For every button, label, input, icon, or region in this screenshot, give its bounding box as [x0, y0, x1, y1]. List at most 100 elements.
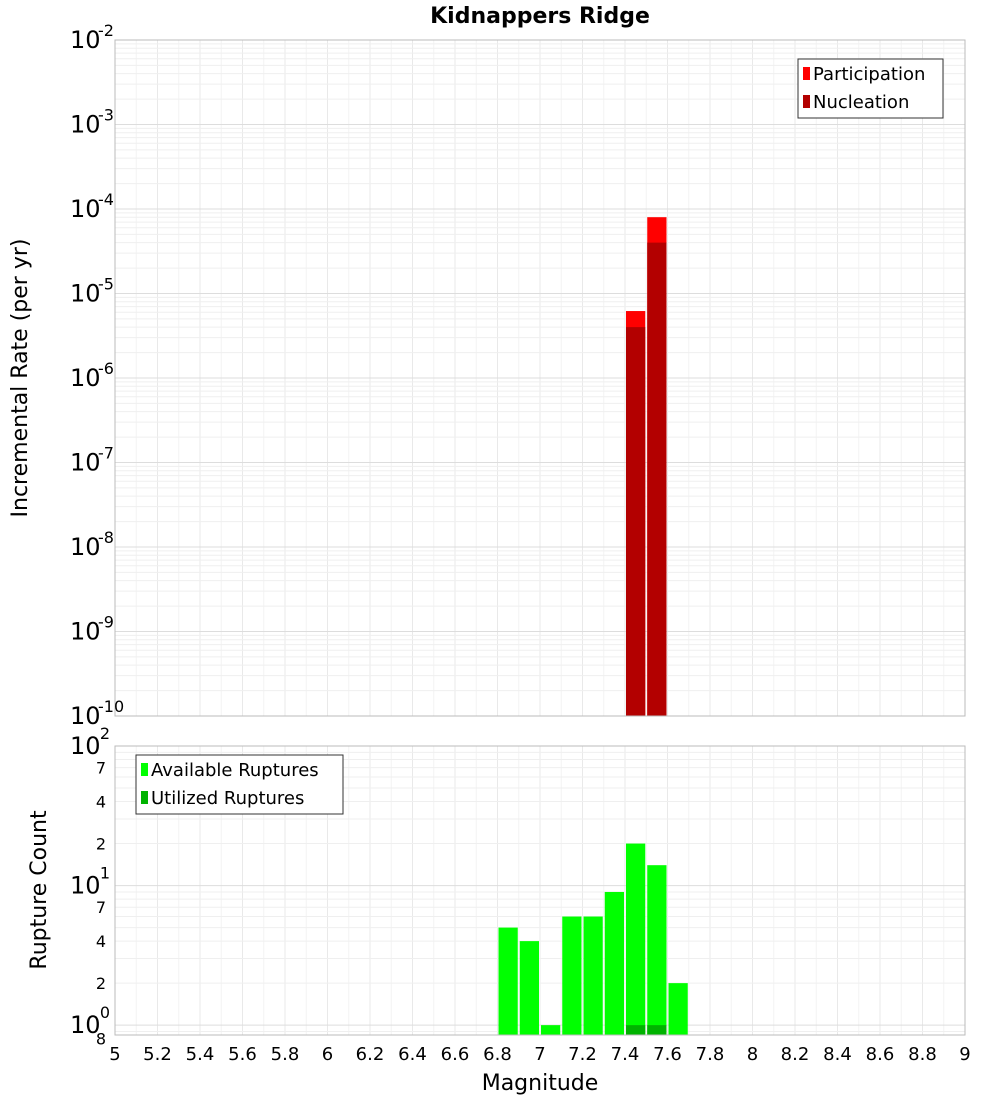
x-tick-label: 5	[109, 1044, 120, 1065]
x-tick-label: 7	[534, 1044, 545, 1065]
y-minor-tick-label: 8	[96, 1030, 106, 1049]
x-tick-label: 8.8	[908, 1044, 937, 1065]
legend-swatch	[803, 95, 810, 108]
y-tick-base: 10	[70, 618, 101, 646]
rate-plot-border	[114, 39, 966, 717]
y-tick-base: 10	[70, 26, 101, 54]
legend-label: Participation	[813, 64, 925, 85]
y-minor-tick-label: 2	[96, 835, 106, 854]
y-tick: 10-10	[70, 697, 124, 730]
legend-label: Utilized Ruptures	[151, 788, 304, 809]
legend-box	[135, 754, 344, 815]
bar-available-ruptures	[604, 891, 624, 1035]
bar-available-ruptures	[541, 1025, 561, 1035]
y-tick-base: 10	[70, 195, 101, 223]
x-tick-label: 6.4	[398, 1044, 427, 1065]
y-tick-base: 10	[70, 111, 101, 139]
x-tick-label: 6.6	[441, 1044, 470, 1065]
legend-swatch	[803, 67, 810, 80]
x-tick-label: 8.6	[866, 1044, 895, 1065]
y-tick-exponent: -9	[98, 613, 114, 632]
y-tick-exponent: -4	[98, 190, 114, 209]
y-tick: 10-9	[70, 613, 114, 646]
y-tick: 10-7	[70, 444, 114, 477]
legend-box	[797, 58, 944, 119]
y-tick-base: 10	[70, 449, 101, 477]
legend-item-participation: Participation	[803, 64, 925, 85]
chart-title: Kidnappers Ridge	[430, 4, 650, 29]
x-tick-label: 6.8	[483, 1044, 512, 1065]
rate-grid	[114, 40, 966, 717]
bar-nucleation	[626, 327, 646, 716]
rate-legend: Participation Nucleation	[797, 58, 944, 119]
y-tick-base: 10	[70, 280, 101, 308]
bar-available-ruptures	[562, 916, 582, 1035]
x-tick-label: 5.4	[186, 1044, 215, 1065]
y-tick-exponent: 1	[100, 864, 110, 883]
legend-swatch	[141, 763, 148, 776]
count-bars	[498, 843, 688, 1035]
y-tick: 10 2	[70, 724, 110, 760]
bar-nucleation	[647, 242, 667, 717]
y-tick: 10-8	[70, 528, 114, 561]
legend-item-nucleation: Nucleation	[803, 92, 909, 113]
bar-utilized-ruptures	[647, 1025, 667, 1035]
rate-y-axis-label: Incremental Rate (per yr)	[8, 239, 33, 518]
y-tick-exponent: 0	[100, 1003, 110, 1022]
legend-swatch	[141, 791, 148, 804]
y-tick-exponent: -5	[98, 275, 114, 294]
y-tick-exponent: 2	[100, 724, 110, 743]
y-tick-base: 10	[70, 732, 101, 760]
x-tick-label: 5.8	[271, 1044, 300, 1065]
y-tick-base: 10	[70, 533, 101, 561]
y-tick: 10-2	[70, 21, 114, 54]
x-tick-label: 6.2	[356, 1044, 385, 1065]
y-tick-base: 10	[70, 702, 101, 730]
y-minor-tick-label: 4	[96, 793, 106, 812]
y-tick-exponent: -10	[98, 697, 124, 716]
x-tick-label: 5.6	[228, 1044, 257, 1065]
x-tick-label: 7.2	[568, 1044, 597, 1065]
x-tick-label: 6	[322, 1044, 333, 1065]
y-minor-tick-label: 7	[96, 898, 106, 917]
x-tick-label: 8	[747, 1044, 758, 1065]
y-tick: 10-5	[70, 275, 114, 308]
y-tick: 10 1	[70, 864, 110, 900]
bar-available-ruptures	[583, 916, 603, 1035]
count-plot-border	[114, 745, 966, 1036]
legend-item-utilized-ruptures: Utilized Ruptures	[141, 788, 304, 809]
bar-available-ruptures	[519, 941, 539, 1035]
x-ticks: 5 5.2 5.4 5.6 5.8 6 6.2 6.4 6.6 6.8 7 7.2 7.4 7.6 7.8 8…	[109, 1044, 970, 1065]
legend-label: Available Ruptures	[151, 760, 319, 781]
y-tick-base: 10	[70, 364, 101, 392]
y-tick-exponent: -2	[98, 21, 114, 40]
y-minor-tick-label: 2	[96, 974, 106, 993]
x-tick-label: 7.4	[611, 1044, 640, 1065]
x-tick-label: 7.6	[653, 1044, 682, 1065]
x-tick-label: 5.2	[143, 1044, 172, 1065]
y-tick: 10-4	[70, 190, 114, 223]
bar-utilized-ruptures	[626, 1025, 646, 1035]
bar-available-ruptures	[668, 983, 688, 1035]
y-tick-exponent: -8	[98, 528, 114, 547]
x-tick-label: 8.2	[781, 1044, 810, 1065]
bar-available-ruptures	[647, 865, 667, 1035]
y-tick: 10-6	[70, 359, 114, 392]
x-tick-label: 8.4	[823, 1044, 852, 1065]
rate-bars	[626, 217, 667, 717]
x-tick-label: 7.8	[696, 1044, 725, 1065]
legend-label: Nucleation	[813, 92, 909, 113]
y-tick-base: 10	[70, 1011, 101, 1039]
y-tick-exponent: -3	[98, 106, 114, 125]
y-minor-tick-label: 7	[96, 759, 106, 778]
y-tick: 10-3	[70, 106, 114, 139]
y-tick-exponent: -7	[98, 444, 114, 463]
y-minor-tick-label: 4	[96, 932, 106, 951]
y-tick: 10 0	[70, 1003, 110, 1039]
y-tick-exponent: -6	[98, 359, 114, 378]
